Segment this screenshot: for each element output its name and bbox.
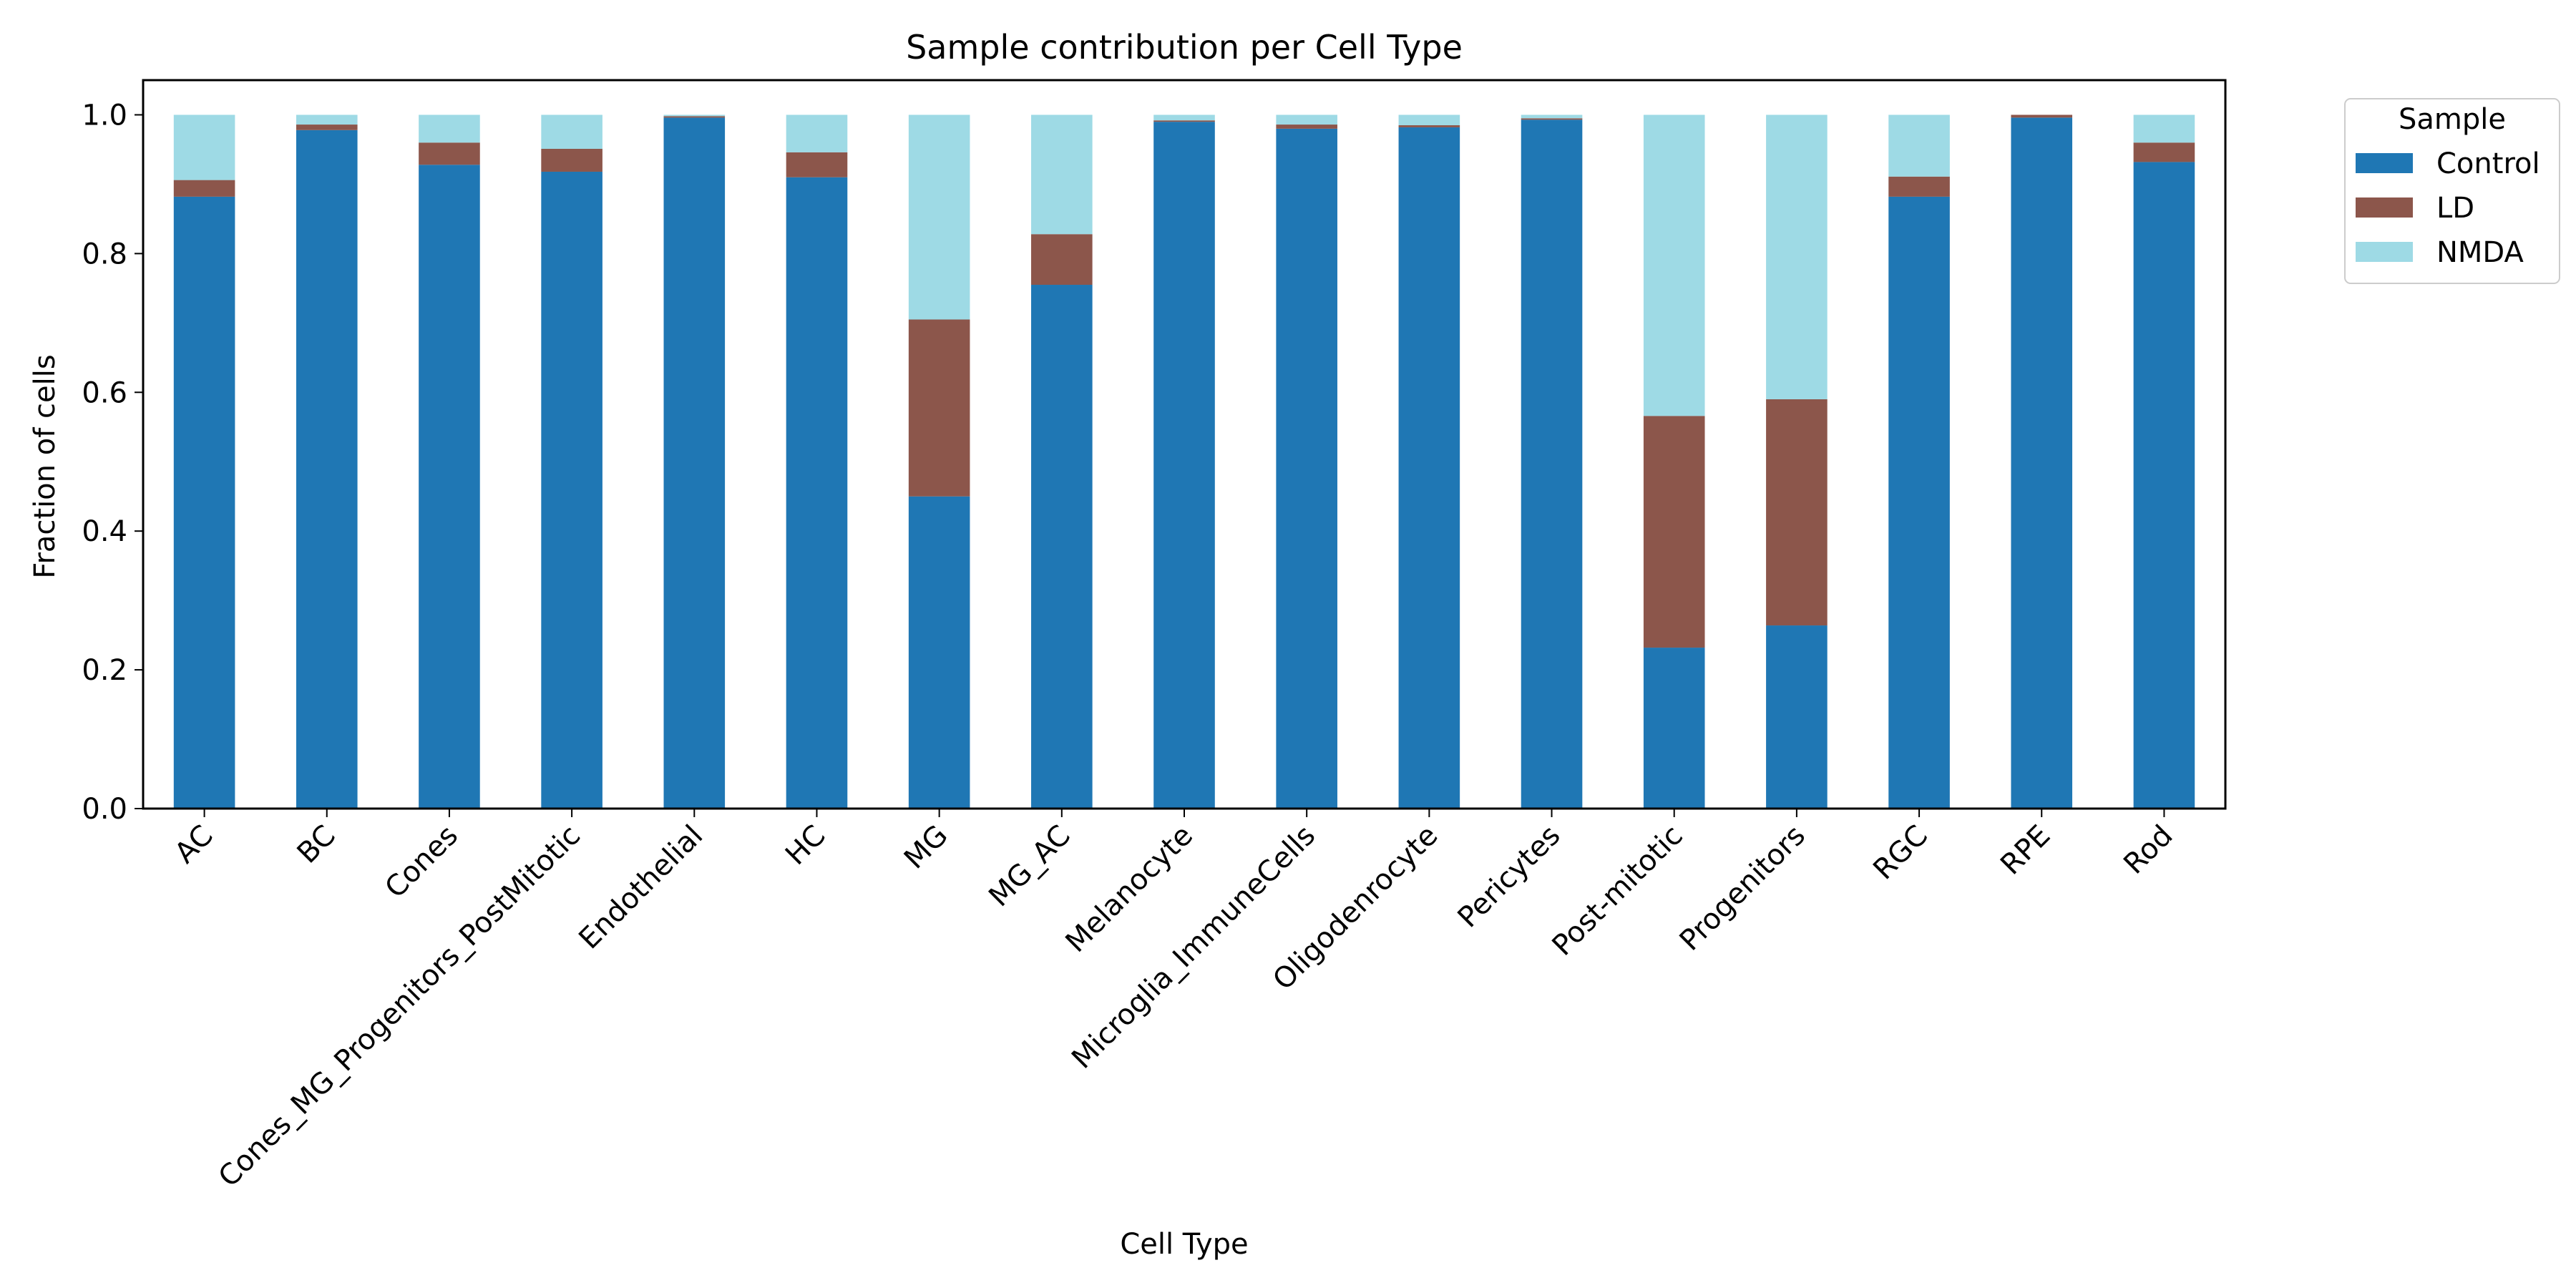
bar-segment-ld	[663, 116, 726, 118]
legend-items: Control LD NMDA	[2356, 147, 2540, 269]
bar-segment-nmda	[173, 114, 235, 180]
plot-frame	[142, 79, 2227, 810]
bar-segment-ld	[908, 319, 970, 497]
bar-segment-ld	[1766, 399, 1828, 626]
bar-segment-ld	[1031, 234, 1093, 286]
bar-segment-nmda	[1521, 114, 1583, 119]
bar-segment-control	[541, 171, 602, 809]
bar-segment-ld	[1521, 118, 1583, 120]
bar-segment-control	[2133, 162, 2195, 809]
bar-segment-control	[786, 177, 848, 809]
bar-segment-ld	[173, 180, 235, 197]
bar-segment-ld	[1276, 125, 1337, 129]
y-tick-label: 0.0	[82, 793, 127, 826]
bar-segment-nmda	[1643, 114, 1705, 416]
bar-segment-nmda	[1888, 114, 1950, 177]
bar-segment-nmda	[296, 114, 358, 125]
bar-segment-nmda	[1031, 114, 1093, 235]
bar-segment-nmda	[1398, 114, 1460, 126]
y-axis-ticks: 0.0 0.2 0.4 0.6 0.8 1.0	[82, 99, 143, 826]
bar-segment-control	[173, 196, 235, 809]
y-tick-label: 0.2	[82, 654, 127, 687]
bar-segment-ld	[296, 125, 358, 130]
bar-segment-ld	[1643, 416, 1705, 648]
bar-segment-nmda	[541, 114, 602, 149]
legend-label-nmda: NMDA	[2436, 236, 2524, 269]
bar-segment-control	[296, 130, 358, 809]
chart-title: Sample contribution per Cell Type	[906, 28, 1463, 67]
y-axis-label: Fraction of cells	[29, 354, 62, 578]
bar-segment-nmda	[419, 114, 480, 143]
legend: Sample Control LD NMDA	[2344, 98, 2560, 284]
bar-segment-control	[1888, 196, 1950, 809]
y-tick-label: 1.0	[82, 99, 127, 132]
bar-segment-ld	[2011, 114, 2073, 118]
bar-segment-control	[1031, 285, 1093, 809]
bar-segment-control	[1276, 128, 1337, 809]
bar-segment-nmda	[1153, 114, 1215, 121]
bar-segment-nmda	[2133, 114, 2195, 143]
bar-segment-ld	[541, 148, 602, 172]
bar-segment-control	[663, 117, 726, 809]
y-tick-label: 0.4	[82, 515, 127, 548]
bar-segment-control	[908, 496, 970, 809]
bar-segment-control	[2011, 117, 2073, 809]
bars-group	[173, 114, 2195, 809]
bar-segment-control	[1643, 648, 1705, 809]
legend-label-ld: LD	[2436, 192, 2474, 225]
bar-segment-control	[419, 165, 480, 809]
bar-segment-ld	[786, 152, 848, 177]
y-tick-label: 0.6	[82, 376, 127, 409]
bar-segment-control	[1398, 127, 1460, 809]
y-tick-label: 0.8	[82, 238, 127, 270]
legend-label-control: Control	[2436, 147, 2540, 180]
bar-segment-nmda	[663, 114, 726, 117]
bar-segment-nmda	[786, 114, 848, 152]
bar-segment-nmda	[1766, 114, 1828, 399]
legend-swatch-control	[2356, 153, 2413, 173]
bar-segment-nmda	[908, 114, 970, 320]
bar-segment-ld	[1398, 125, 1460, 127]
bar-segment-control	[1521, 119, 1583, 809]
bar-segment-nmda	[1276, 114, 1337, 125]
bar-segment-control	[1153, 122, 1215, 809]
legend-box	[2344, 98, 2560, 284]
legend-swatch-nmda	[2356, 242, 2413, 262]
legend-swatch-ld	[2356, 197, 2413, 218]
bar-segment-ld	[419, 142, 480, 165]
bar-segment-ld	[1153, 120, 1215, 122]
bar-segment-ld	[1888, 176, 1950, 197]
bar-segment-ld	[2133, 142, 2195, 162]
x-axis-label: Cell Type	[1120, 1228, 1248, 1261]
bar-segment-control	[1766, 625, 1828, 809]
legend-title: Sample	[2399, 103, 2506, 136]
